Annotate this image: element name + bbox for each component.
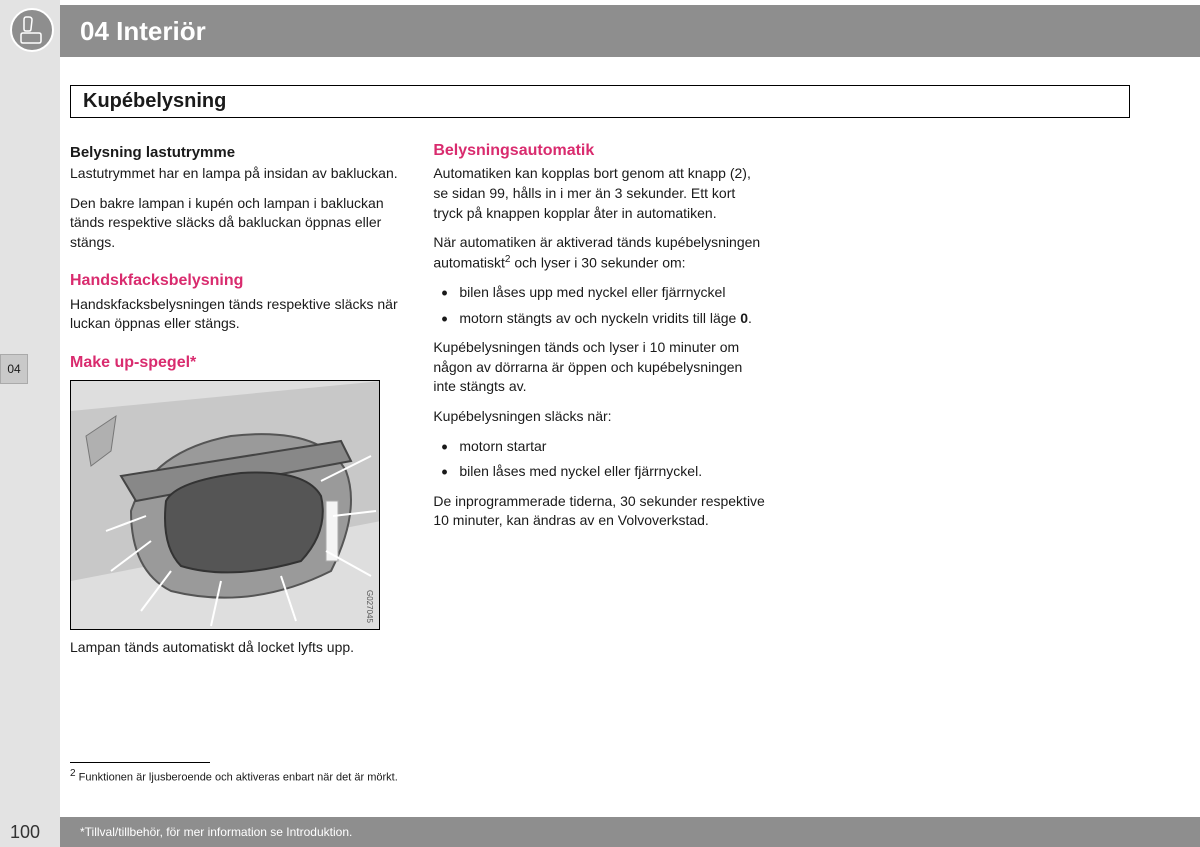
- paragraph: Den bakre lampan i kupén och lampan i ba…: [70, 194, 403, 253]
- column-2: Belysningsautomatik Automatiken kan kopp…: [433, 140, 766, 668]
- paragraph: När automatiken är aktiverad tänds kupéb…: [433, 233, 766, 273]
- paragraph: Kupébelysningen släcks när:: [433, 407, 766, 427]
- list-item: bilen låses med nyckel eller fjärrnyckel…: [433, 462, 766, 482]
- bullet-list: motorn startar bilen låses med nyckel el…: [433, 437, 766, 482]
- content-columns: Belysning lastutrymme Lastutrymmet har e…: [70, 140, 1130, 668]
- column-3: [797, 140, 1130, 668]
- paragraph: De inprogrammerade tiderna, 30 sekunder …: [433, 492, 766, 531]
- seat-icon: [10, 8, 54, 52]
- paragraph: Lastutrymmet har en lampa på insidan av …: [70, 164, 403, 184]
- mirror-illustration: G027045: [70, 380, 380, 630]
- chapter-title: 04 Interiör: [80, 16, 206, 47]
- paragraph: Kupébelysningen tänds och lyser i 10 min…: [433, 338, 766, 397]
- list-item: bilen låses upp med nyckel eller fjärrny…: [433, 283, 766, 303]
- column-1: Belysning lastutrymme Lastutrymmet har e…: [70, 140, 403, 668]
- paragraph: Automatiken kan kopplas bort genom att k…: [433, 164, 766, 223]
- footnote-rule: [70, 762, 210, 763]
- footnote: 2 Funktionen är ljusberoende och aktiver…: [70, 768, 398, 784]
- list-item: motorn startar: [433, 437, 766, 457]
- page-number: 100: [10, 822, 40, 843]
- thumb-tab-label: 04: [7, 362, 20, 376]
- bullet-list: bilen låses upp med nyckel eller fjärrny…: [433, 283, 766, 328]
- chapter-header: 04 Interiör: [60, 5, 1200, 57]
- left-margin: [0, 0, 60, 847]
- heading-makeup-mirror: Make up-spegel*: [70, 352, 403, 374]
- list-item: motorn stängts av och nyckeln vridits ti…: [433, 309, 766, 329]
- section-title: Kupébelysning: [83, 90, 1117, 113]
- manual-page: 04 Interiör Kupébelysning 04 Belysning l…: [0, 0, 1200, 847]
- thumb-tab: 04: [0, 354, 28, 384]
- heading-glovebox: Handskfacksbelysning: [70, 270, 403, 292]
- heading-auto-lighting: Belysningsautomatik: [433, 140, 766, 162]
- footer-text: Tillval/tillbehör, för mer information s…: [85, 825, 353, 839]
- figure-caption: Lampan tänds automatiskt då locket lyfts…: [70, 638, 403, 658]
- footer-bar: * Tillval/tillbehör, för mer information…: [60, 817, 1200, 847]
- paragraph: Handskfacksbelysningen tänds respektive …: [70, 295, 403, 334]
- image-code: G027045: [364, 590, 375, 623]
- heading-cargo-light: Belysning lastutrymme: [70, 142, 403, 163]
- section-title-box: Kupébelysning: [70, 85, 1130, 118]
